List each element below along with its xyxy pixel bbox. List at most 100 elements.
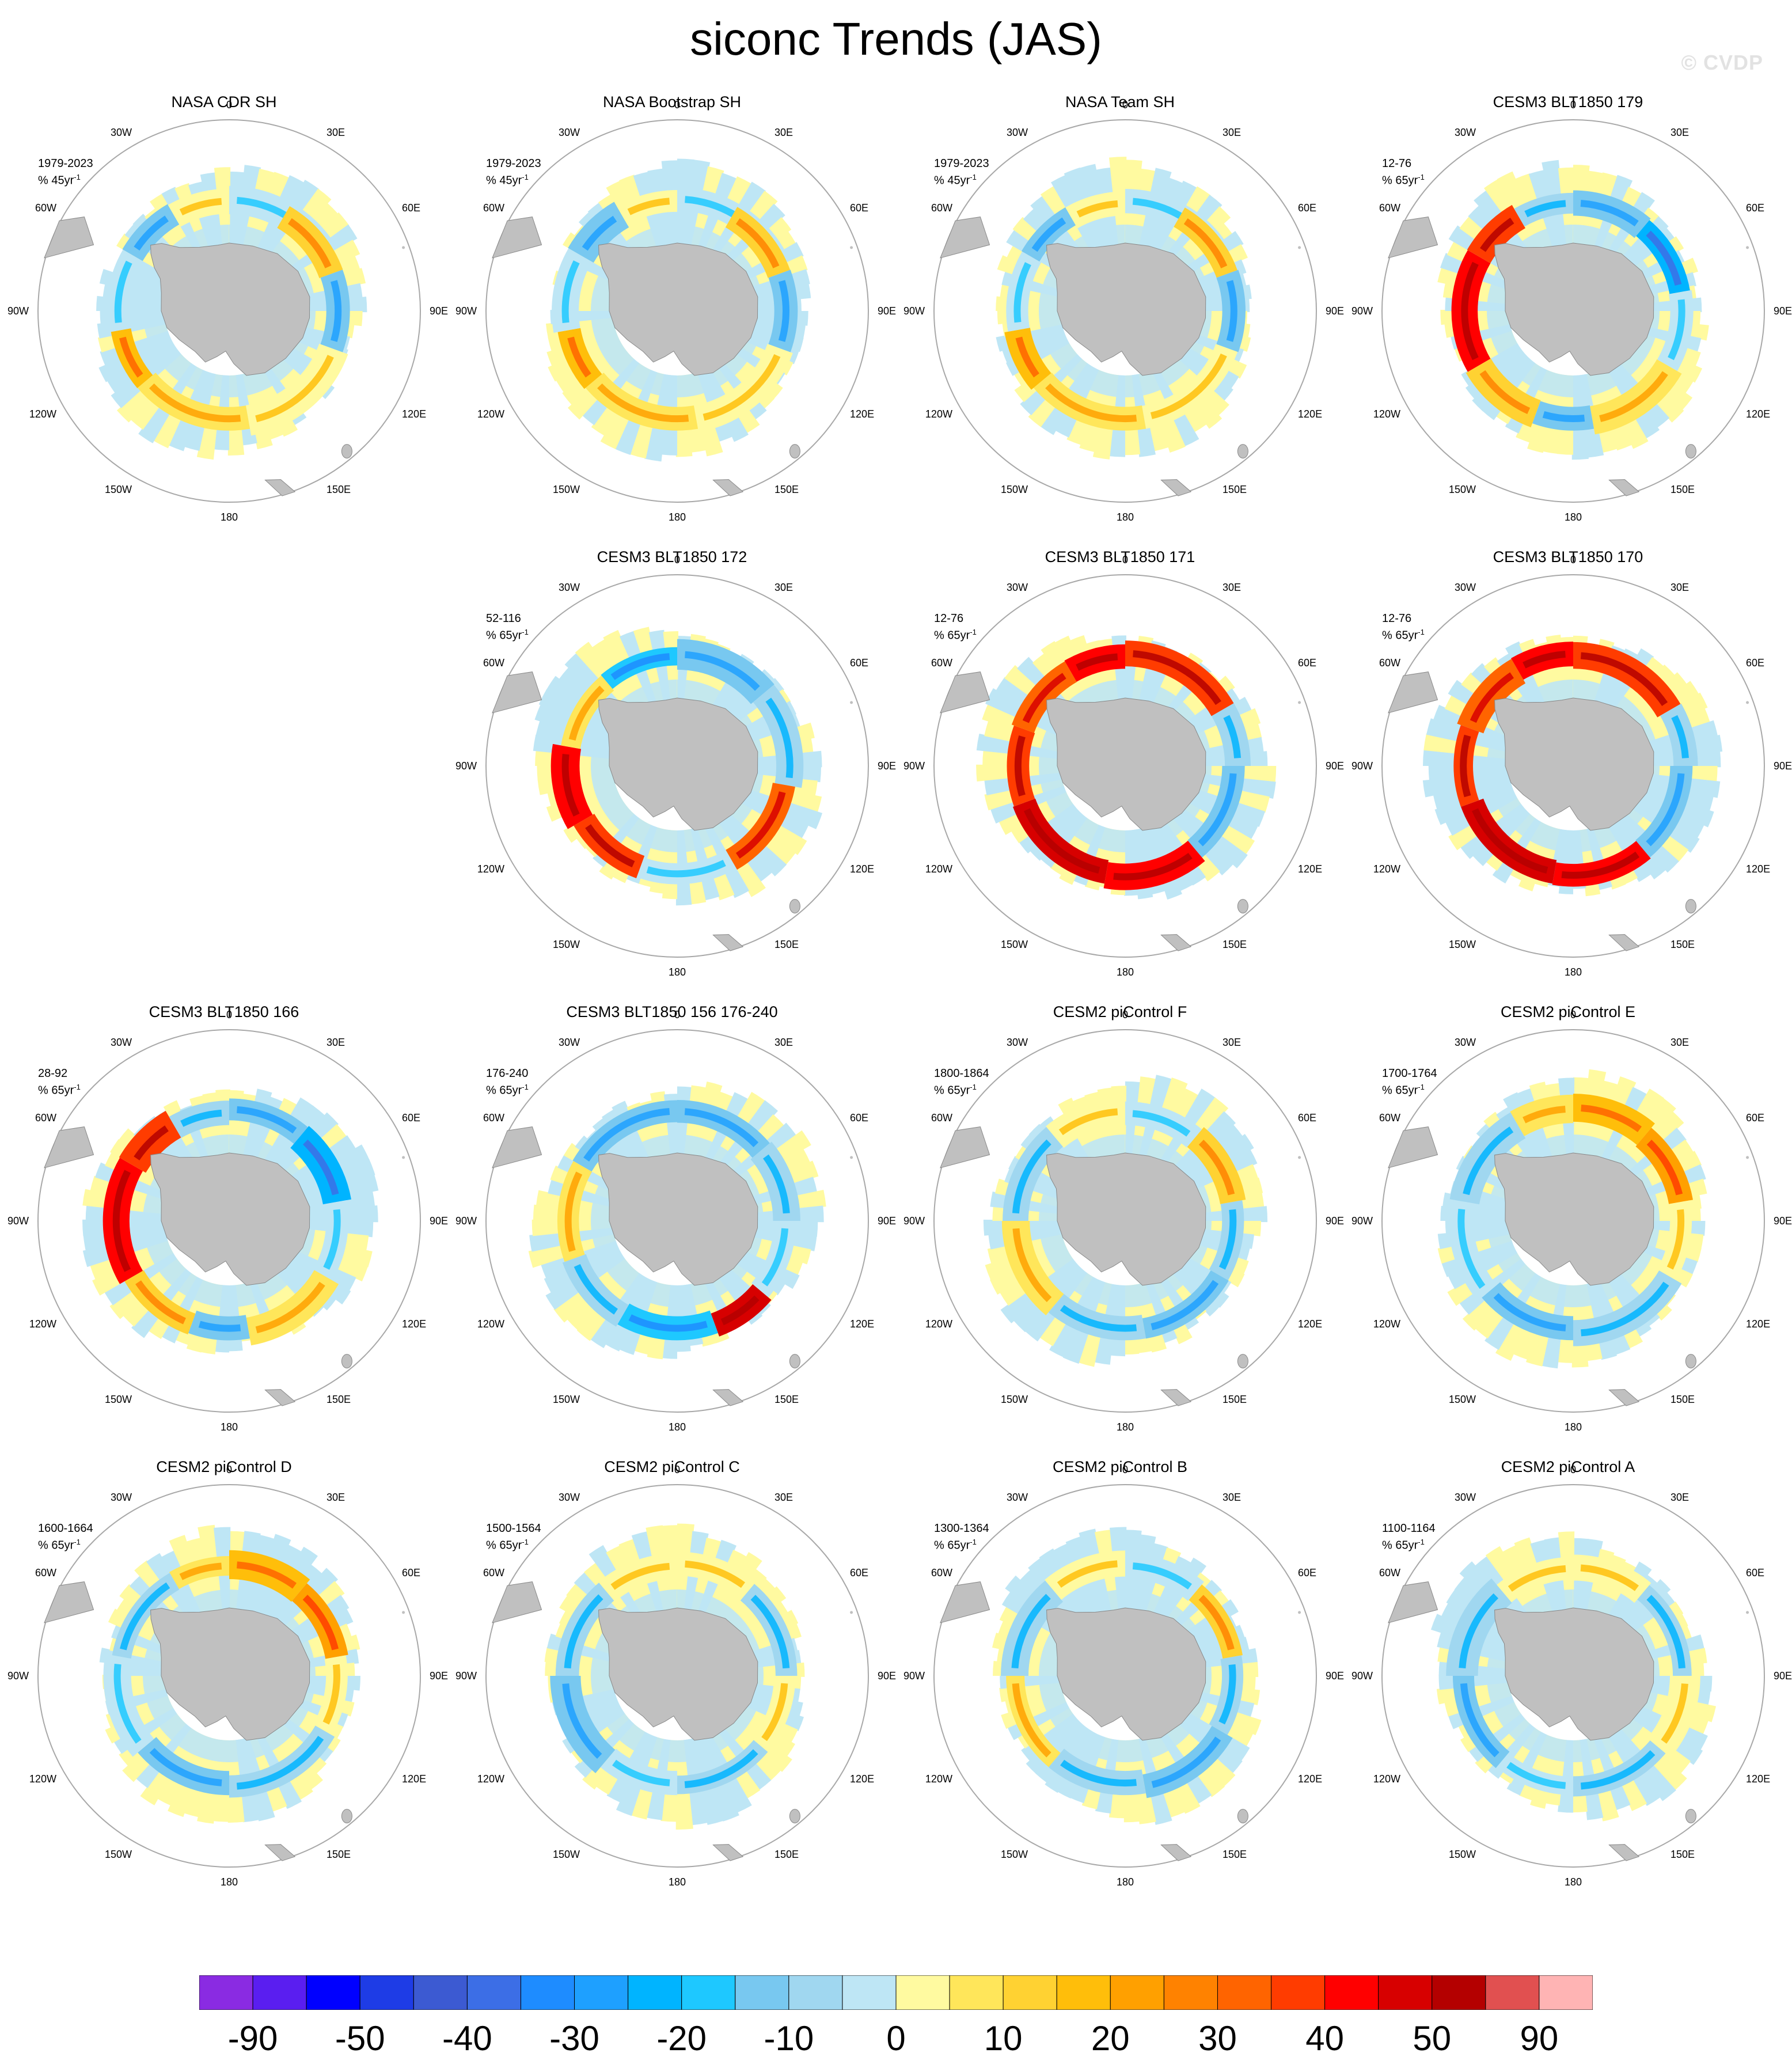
panel-title: CESM3 BLT1850 179	[1493, 93, 1643, 111]
longitude-label: 120E	[1298, 863, 1323, 875]
longitude-label: 0	[674, 99, 680, 111]
panel-title: CESM2 piControl D	[156, 1458, 292, 1475]
longitude-label: 90W	[903, 1215, 925, 1227]
longitude-label: 120E	[850, 408, 875, 420]
units-exponent: -1	[1418, 628, 1425, 636]
longitude-label: 30E	[1670, 1036, 1690, 1048]
longitude-label: 30E	[1222, 126, 1242, 138]
trend-units: % 65yr-1	[1382, 1535, 1425, 1553]
units-exponent: -1	[1418, 173, 1425, 181]
longitude-label: 180	[668, 1876, 686, 1888]
colorbar-tick-label: -40	[442, 2019, 492, 2058]
longitude-label: 30E	[774, 126, 794, 138]
longitude-label: 60E	[1298, 202, 1317, 214]
units-value: 65yr	[51, 1539, 74, 1552]
longitude-label: 30E	[1222, 581, 1242, 593]
longitude-label: 30E	[326, 126, 346, 138]
longitude-label: 30W	[1454, 581, 1476, 593]
longitude-label: 90W	[7, 305, 29, 317]
longitude-label: 180	[220, 511, 238, 523]
longitude-label: 90W	[455, 1215, 477, 1227]
longitude-label: 120E	[1746, 408, 1771, 420]
units-value: 45yr	[51, 174, 74, 187]
longitude-label: 60E	[402, 1112, 421, 1124]
longitude-label: 120W	[29, 1318, 56, 1330]
longitude-label: 90E	[430, 1670, 449, 1682]
longitude-label: 150W	[104, 484, 132, 496]
polar-map	[933, 1484, 1317, 1868]
longitude-label: 30E	[774, 1491, 794, 1503]
units-value: 45yr	[499, 174, 522, 187]
panel-title: CESM2 piControl F	[1053, 1003, 1187, 1020]
trend-units: % 65yr-1	[486, 625, 529, 643]
map-panel: NASA Team SH 1979-2023% 45yr-1 0 30E 60E 90E 1…	[896, 69, 1344, 524]
longitude-label: 90W	[7, 1670, 29, 1682]
longitude-label: 120W	[1373, 863, 1400, 875]
longitude-label: 120W	[29, 1773, 56, 1785]
map-panel: CESM2 piControl F 1800-1864% 65yr-1 0 30E 60…	[896, 979, 1344, 1434]
trend-units: % 65yr-1	[38, 1080, 81, 1098]
units-exponent: -1	[522, 1083, 529, 1091]
longitude-label: 120W	[477, 1318, 504, 1330]
longitude-label: 30W	[558, 126, 580, 138]
longitude-label: 120E	[1746, 1773, 1771, 1785]
longitude-label: 30W	[1006, 1491, 1028, 1503]
polar-map	[485, 574, 869, 958]
longitude-label: 180	[1564, 1876, 1582, 1888]
longitude-label: 150W	[552, 939, 580, 951]
colorbar-tick-label: 90	[1520, 2019, 1559, 2058]
longitude-label: 90W	[903, 305, 925, 317]
longitude-label: 30E	[1670, 581, 1690, 593]
longitude-label: 150W	[1448, 939, 1476, 951]
longitude-label: 60W	[483, 202, 504, 214]
colorbar-tick-label: 30	[1198, 2019, 1237, 2058]
longitude-label: 150W	[1448, 484, 1476, 496]
longitude-label: 60W	[35, 1567, 56, 1579]
map-panel: NASA CDR SH 1979-2023% 45yr-1 0 30E 60E 90E 12…	[0, 69, 448, 524]
colorbar-box	[681, 1975, 736, 2010]
units-prefix: %	[934, 174, 948, 187]
longitude-label: 30E	[774, 1036, 794, 1048]
longitude-label: 60E	[1298, 1567, 1317, 1579]
longitude-label: 180	[1116, 1876, 1134, 1888]
units-value: 65yr	[499, 1539, 522, 1552]
colorbar-box	[306, 1975, 360, 2010]
trend-period: 1500-1564	[486, 1522, 541, 1535]
trend-units: % 65yr-1	[934, 1080, 977, 1098]
map-panel: NASA Bootstrap SH 1979-2023% 45yr-1 0 30E 60…	[448, 69, 896, 524]
longitude-label: 60W	[1379, 1112, 1400, 1124]
map-panel: CESM2 piControl B 1300-1364% 65yr-1 0 30E 60…	[896, 1434, 1344, 1889]
longitude-label: 0	[226, 99, 232, 111]
longitude-label: 120E	[850, 863, 875, 875]
panel-title: CESM2 piControl B	[1052, 1458, 1188, 1475]
trend-units: % 65yr-1	[486, 1535, 529, 1553]
colorbar-tick-label: -10	[764, 2019, 814, 2058]
longitude-label: 90E	[1774, 1670, 1792, 1682]
longitude-label: 150E	[774, 484, 799, 496]
colorbar-box	[574, 1975, 629, 2010]
longitude-label: 150E	[774, 939, 799, 951]
longitude-label: 30W	[1454, 126, 1476, 138]
units-prefix: %	[1382, 1539, 1396, 1552]
longitude-label: 90E	[1326, 305, 1345, 317]
units-prefix: %	[486, 629, 500, 642]
longitude-label: 150E	[1222, 484, 1247, 496]
longitude-label: 30E	[1222, 1491, 1242, 1503]
polar-map	[485, 1484, 869, 1868]
longitude-label: 120W	[925, 408, 952, 420]
map-panel: CESM3 BLT1850 156 176-240 176-240% 65yr-1…	[448, 979, 896, 1434]
units-prefix: %	[486, 174, 500, 187]
longitude-label: 30E	[1222, 1036, 1242, 1048]
longitude-label: 90E	[430, 305, 449, 317]
longitude-label: 30W	[110, 1491, 132, 1503]
longitude-label: 30E	[326, 1036, 346, 1048]
panel-title: CESM3 BLT1850 170	[1493, 548, 1643, 566]
colorbar-box	[1271, 1975, 1326, 2010]
colorbar-tick-label: 40	[1305, 2019, 1344, 2058]
longitude-label: 60W	[483, 1567, 504, 1579]
polar-map	[37, 119, 421, 503]
longitude-label: 90W	[903, 760, 925, 772]
longitude-label: 0	[674, 1009, 680, 1020]
longitude-label: 180	[1564, 1421, 1582, 1433]
longitude-label: 90W	[455, 760, 477, 772]
